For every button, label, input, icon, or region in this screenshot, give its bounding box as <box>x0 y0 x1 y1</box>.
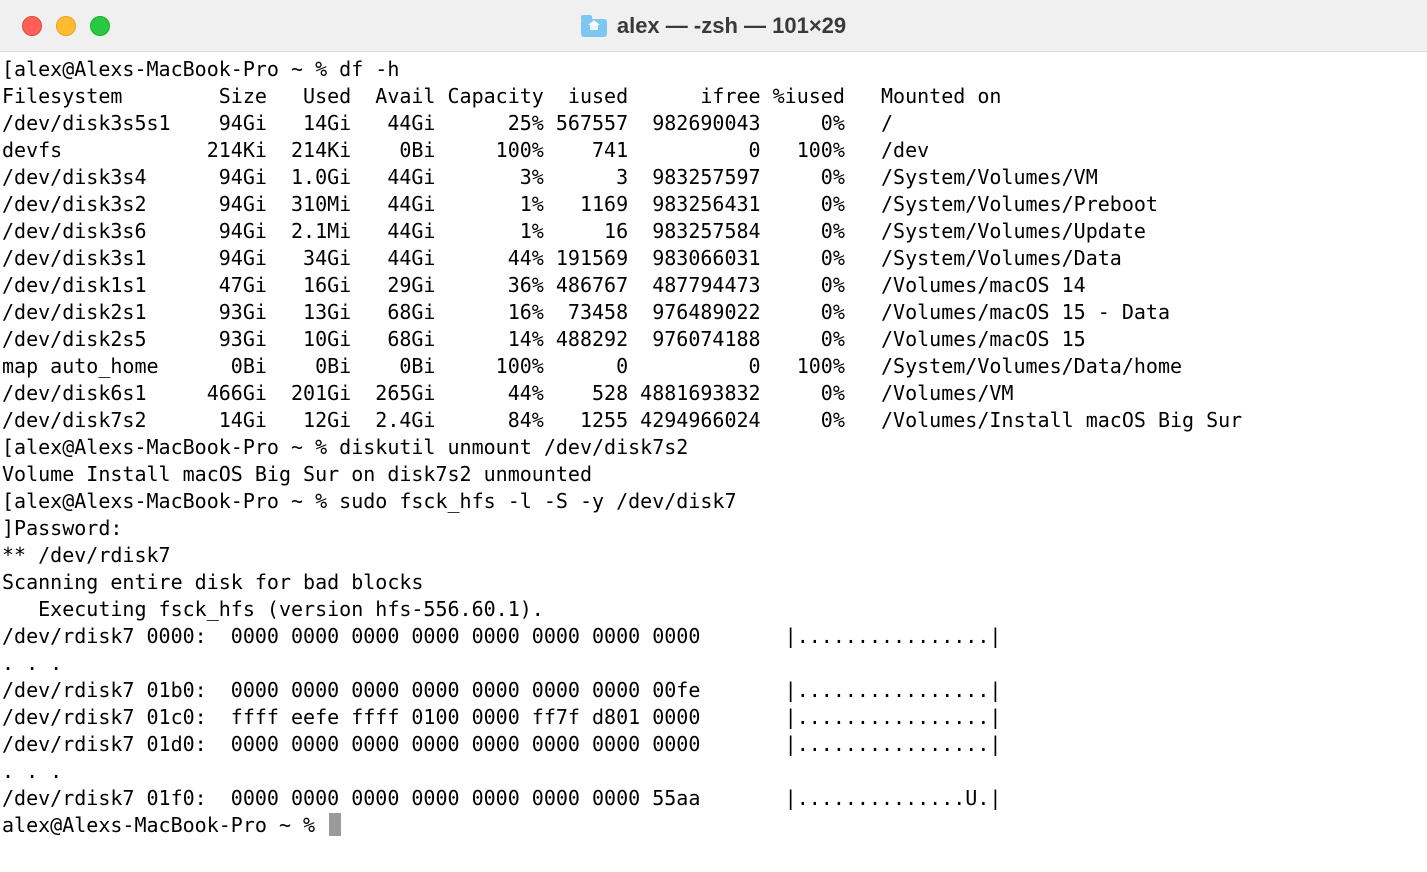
df-row: /dev/disk3s4 94Gi 1.0Gi 44Gi 3% 3 983257… <box>2 164 1425 191</box>
df-row: /dev/disk3s5s1 94Gi 14Gi 44Gi 25% 567557… <box>2 110 1425 137</box>
prompt-line: [alex@Alexs-MacBook-Pro ~ % df -h <box>2 56 1425 83</box>
hex-line: /dev/rdisk7 01b0: 0000 0000 0000 0000 00… <box>2 677 1425 704</box>
prompt-line: [alex@Alexs-MacBook-Pro ~ % sudo fsck_hf… <box>2 488 1425 515</box>
maximize-button[interactable] <box>90 16 110 36</box>
minimize-button[interactable] <box>56 16 76 36</box>
fsck-scanning: Scanning entire disk for bad blocks <box>2 569 1425 596</box>
df-row: /dev/disk2s1 93Gi 13Gi 68Gi 16% 73458 97… <box>2 299 1425 326</box>
df-row: /dev/disk3s2 94Gi 310Mi 44Gi 1% 1169 983… <box>2 191 1425 218</box>
df-row: /dev/disk1s1 47Gi 16Gi 29Gi 36% 486767 4… <box>2 272 1425 299</box>
window-title: alex — -zsh — 101×29 <box>617 12 846 39</box>
hex-line: /dev/rdisk7 01f0: 0000 0000 0000 0000 00… <box>2 785 1425 812</box>
df-row: devfs 214Ki 214Ki 0Bi 100% 741 0 100% /d… <box>2 137 1425 164</box>
prompt-current[interactable]: alex@Alexs-MacBook-Pro ~ % <box>2 812 1425 839</box>
df-row: /dev/disk6s1 466Gi 201Gi 265Gi 44% 528 4… <box>2 380 1425 407</box>
cursor <box>329 813 341 836</box>
home-folder-icon <box>581 15 607 37</box>
terminal-output[interactable]: [alex@Alexs-MacBook-Pro ~ % df -hFilesys… <box>0 52 1427 839</box>
hex-line: /dev/rdisk7 01c0: ffff eefe ffff 0100 00… <box>2 704 1425 731</box>
traffic-lights <box>0 16 110 36</box>
hex-ellipsis: . . . <box>2 650 1425 677</box>
prompt-line: [alex@Alexs-MacBook-Pro ~ % diskutil unm… <box>2 434 1425 461</box>
df-row: /dev/disk3s6 94Gi 2.1Mi 44Gi 1% 16 98325… <box>2 218 1425 245</box>
hex-ellipsis: . . . <box>2 758 1425 785</box>
unmount-output: Volume Install macOS Big Sur on disk7s2 … <box>2 461 1425 488</box>
titlebar: alex — -zsh — 101×29 <box>0 0 1427 52</box>
df-row: map auto_home 0Bi 0Bi 0Bi 100% 0 0 100% … <box>2 353 1425 380</box>
hex-line: /dev/rdisk7 01d0: 0000 0000 0000 0000 00… <box>2 731 1425 758</box>
window-title-container: alex — -zsh — 101×29 <box>0 12 1427 39</box>
df-row: /dev/disk2s5 93Gi 10Gi 68Gi 14% 488292 9… <box>2 326 1425 353</box>
fsck-banner: ** /dev/rdisk7 <box>2 542 1425 569</box>
close-button[interactable] <box>22 16 42 36</box>
fsck-executing: Executing fsck_hfs (version hfs-556.60.1… <box>2 596 1425 623</box>
df-header: Filesystem Size Used Avail Capacity iuse… <box>2 83 1425 110</box>
df-row: /dev/disk7s2 14Gi 12Gi 2.4Gi 84% 1255 42… <box>2 407 1425 434</box>
df-row: /dev/disk3s1 94Gi 34Gi 44Gi 44% 191569 9… <box>2 245 1425 272</box>
hex-line: /dev/rdisk7 0000: 0000 0000 0000 0000 00… <box>2 623 1425 650</box>
password-prompt: ]Password: <box>2 515 1425 542</box>
